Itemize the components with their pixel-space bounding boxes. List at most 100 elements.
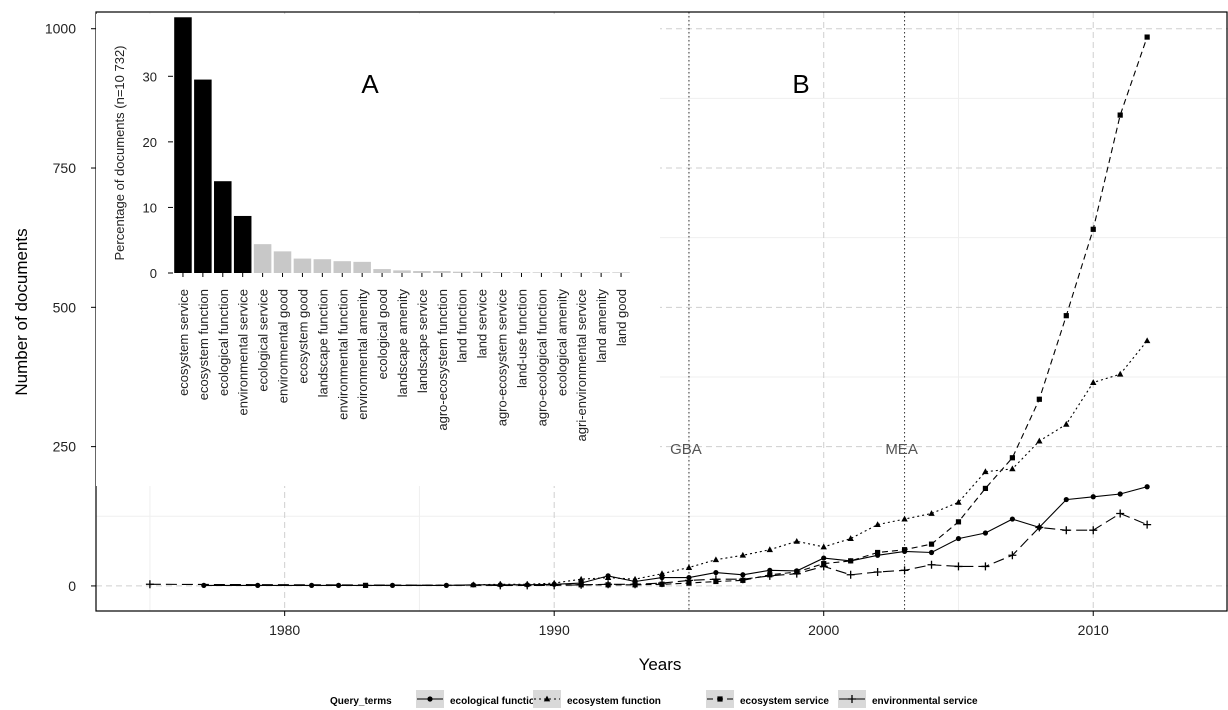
data-point <box>577 575 585 582</box>
series-line-environmental-service <box>149 512 1148 586</box>
data-point <box>1143 520 1152 529</box>
inset-bar <box>413 271 431 273</box>
data-point <box>1063 496 1069 503</box>
data-point <box>631 580 640 589</box>
y-tick-label: 750 <box>53 160 77 176</box>
data-point <box>1009 465 1016 472</box>
event-label-gba: GBA <box>670 441 702 458</box>
data-point <box>928 510 935 516</box>
inset-category-label: agro-ecosystem function <box>435 289 450 431</box>
inset-category-label: agro-ecosystem service <box>495 289 510 426</box>
data-point <box>1117 112 1123 118</box>
inset-category-label: environmental function <box>335 289 350 420</box>
data-point <box>846 570 855 579</box>
x-tick-label: 2000 <box>808 622 839 638</box>
legend-label-ecosystem-function: ecosystem function <box>567 696 661 707</box>
data-point <box>1090 379 1097 385</box>
inset-category-label: ecological amenity <box>554 289 569 396</box>
data-point <box>982 468 989 475</box>
inset-bars <box>174 17 630 274</box>
inset-bar <box>174 17 192 274</box>
data-point <box>659 574 665 581</box>
inset-bar <box>433 271 451 273</box>
panel-label-a: A <box>361 69 379 99</box>
data-point <box>740 572 746 578</box>
inset-bar <box>293 258 312 273</box>
inset-bar <box>572 272 590 273</box>
inset-bar <box>353 261 371 273</box>
data-point <box>427 696 433 702</box>
inset-category-label: ecosystem function <box>196 289 211 400</box>
legend-label-ecosystem-service: ecosystem service <box>740 696 829 707</box>
data-point <box>1144 34 1150 40</box>
data-point <box>982 485 989 492</box>
data-point <box>1143 337 1151 344</box>
data-point <box>684 576 693 585</box>
data-point <box>1116 509 1125 518</box>
data-point <box>1116 370 1124 377</box>
main-series <box>145 34 1152 590</box>
data-point <box>201 582 207 588</box>
data-point <box>792 569 801 578</box>
inset-bar <box>333 261 352 273</box>
data-point <box>1089 526 1098 535</box>
inset-category-label: land good <box>614 289 629 346</box>
inset-bar <box>612 272 630 273</box>
inset-bar <box>472 271 491 273</box>
inset-category-label: agro-ecological function <box>534 289 549 426</box>
data-point <box>1090 494 1096 500</box>
inset-bar <box>313 259 332 273</box>
y-tick-label: 0 <box>68 578 76 594</box>
data-point <box>335 582 342 588</box>
y-tick-label: 1000 <box>45 21 76 37</box>
data-point <box>928 541 935 547</box>
data-point <box>685 564 693 570</box>
data-point <box>550 581 559 590</box>
data-point <box>928 549 935 556</box>
data-point <box>145 580 154 589</box>
data-point <box>631 575 639 582</box>
y-tick-label: 500 <box>53 299 77 315</box>
data-point <box>767 567 773 573</box>
inset-category-label: land-use function <box>514 289 529 388</box>
x-tick-label: 1980 <box>269 622 300 638</box>
data-point <box>793 537 800 544</box>
data-point <box>496 581 505 590</box>
inset-category-label: ecological good <box>375 289 390 379</box>
inset-category-label: ecological service <box>256 289 271 392</box>
data-point <box>821 555 827 561</box>
data-point <box>765 571 774 580</box>
inset-bar <box>452 271 471 273</box>
data-point <box>848 695 856 703</box>
inset-category-label: agri-environmental service <box>574 289 589 441</box>
inset-category-label: landscape service <box>415 289 430 393</box>
inset-y-tick-label: 20 <box>143 135 157 150</box>
legend: Query_terms ecological function ecosystem … <box>330 690 978 708</box>
inset-bar <box>393 270 411 273</box>
series-line-ecosystem-service <box>365 36 1148 586</box>
data-point <box>1063 313 1069 319</box>
inset-axes: 0 10 20 30 ecosystem service ecosystem functi… <box>143 69 630 441</box>
legend-title: Query_terms <box>330 696 392 707</box>
data-point <box>820 543 827 550</box>
legend-key-ecological-function <box>416 690 444 708</box>
y-axis-title: Number of documents <box>12 228 31 395</box>
data-point <box>847 535 854 541</box>
panel-label-b: B <box>792 69 809 99</box>
data-point <box>954 562 963 571</box>
data-point <box>955 519 962 525</box>
inset-bar <box>233 215 252 273</box>
inset-category-label: land amenity <box>594 289 609 363</box>
data-point <box>255 582 261 588</box>
data-point <box>711 575 720 584</box>
data-point <box>900 566 909 575</box>
data-point <box>873 567 882 576</box>
inset-y-tick-label: 0 <box>150 266 157 281</box>
data-point <box>717 696 723 702</box>
data-point <box>1036 437 1043 444</box>
data-point <box>981 562 990 571</box>
data-point <box>874 521 881 528</box>
data-point <box>1144 484 1150 490</box>
inset-category-label: ecosystem service <box>176 289 191 396</box>
